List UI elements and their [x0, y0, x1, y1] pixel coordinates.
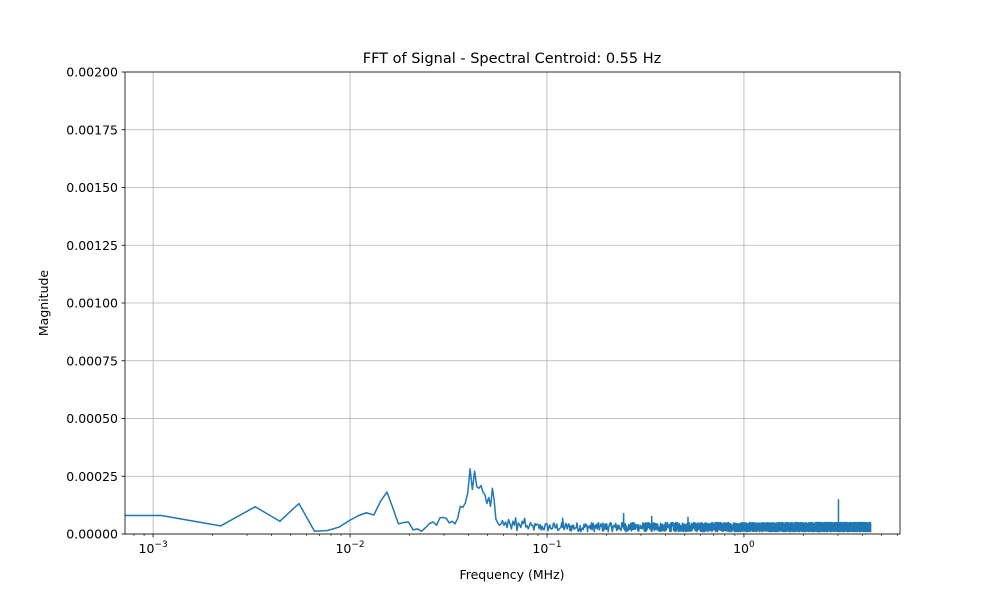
x-tick-label: 10−1 — [532, 540, 561, 556]
y-tick-label: 0.00175 — [66, 122, 118, 137]
spectrum-line — [125, 468, 872, 533]
y-tick-label: 0.00100 — [66, 296, 118, 311]
y-tick-label: 0.00150 — [66, 180, 118, 195]
y-tick-label: 0.00050 — [66, 411, 118, 426]
axis-ticks — [121, 71, 898, 538]
y-tick-label: 0.00000 — [66, 527, 118, 542]
y-tick-label: 0.00125 — [66, 238, 118, 253]
y-tick-labels: 0.00000 0.00025 0.00050 0.00075 0.00100 0.001… — [66, 65, 118, 542]
x-tick-label: 10−3 — [139, 540, 168, 556]
y-tick-label: 0.00200 — [66, 65, 118, 80]
y-tick-label: 0.00075 — [66, 353, 118, 368]
x-tick-label: 100 — [733, 540, 755, 556]
y-tick-label: 0.00025 — [66, 469, 118, 484]
x-axis-label: Frequency (MHz) — [459, 567, 564, 582]
chart-title: FFT of Signal - Spectral Centroid: 0.55 … — [363, 51, 662, 67]
x-tick-label: 10−2 — [335, 540, 364, 556]
plot-area — [125, 468, 872, 533]
y-axis-label: Magnitude — [36, 270, 51, 337]
x-tick-labels: 10−3 10−2 10−1 100 — [139, 540, 756, 556]
